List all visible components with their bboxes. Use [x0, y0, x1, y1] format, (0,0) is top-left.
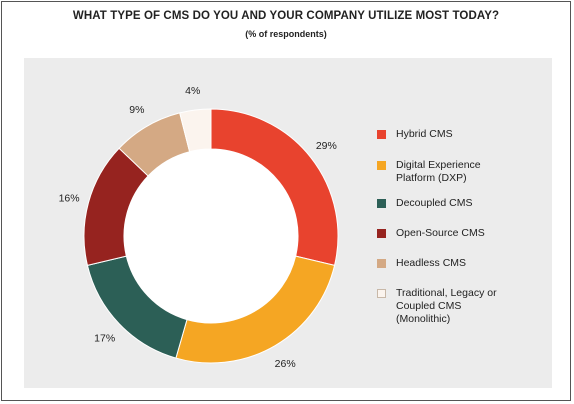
donut-hole — [124, 149, 298, 323]
legend-item-headless-cms: Headless CMS — [374, 257, 534, 270]
legend-label: Digital Experience Platform (DXP) — [396, 159, 481, 184]
legend-label: Open-Source CMS — [396, 227, 485, 239]
chart-subtitle: (% of respondents) — [245, 29, 327, 39]
legend-item-hybrid-cms: Hybrid CMS — [374, 128, 534, 141]
legend-label: Decoupled CMS — [396, 197, 473, 209]
chart-legend: Hybrid CMS Digital Experience Platform (… — [374, 128, 534, 326]
legend-item-traditional-cms: Traditional, Legacy or Coupled CMS (Mono… — [374, 287, 506, 326]
legend-swatch-open-source-cms — [377, 229, 386, 238]
chart-title: WHAT TYPE OF CMS DO YOU AND YOUR COMPANY… — [72, 10, 500, 22]
legend-swatch-hybrid-cms — [377, 130, 386, 139]
legend-label: Hybrid CMS — [396, 128, 453, 140]
value-label-digital-experience-platform-dxp: 26% — [275, 358, 296, 370]
value-label-open-source-cms: 16% — [59, 193, 80, 205]
legend-item-decoupled-cms: Decoupled CMS — [374, 197, 534, 210]
legend-swatch-dxp — [377, 161, 386, 170]
legend-item-dxp: Digital Experience Platform (DXP) — [374, 159, 516, 185]
legend-label: Traditional, Legacy or Coupled CMS (Mono… — [396, 287, 497, 325]
value-label-headless-cms: 9% — [129, 104, 144, 116]
value-label-traditional-legacy-or-coupled-cms-monolithic: 4% — [185, 85, 200, 97]
donut-value-labels: 29% 26% 17% 16% 9% 4% — [59, 85, 337, 370]
value-label-decoupled-cms: 17% — [94, 332, 115, 344]
donut-slices — [83, 108, 339, 364]
legend-swatch-decoupled-cms — [377, 199, 386, 208]
legend-swatch-headless-cms — [377, 259, 386, 268]
legend-item-open-source-cms: Open-Source CMS — [374, 227, 534, 240]
legend-swatch-traditional-cms — [377, 289, 386, 298]
legend-label: Headless CMS — [396, 257, 467, 269]
value-label-hybrid-cms: 29% — [316, 140, 337, 152]
